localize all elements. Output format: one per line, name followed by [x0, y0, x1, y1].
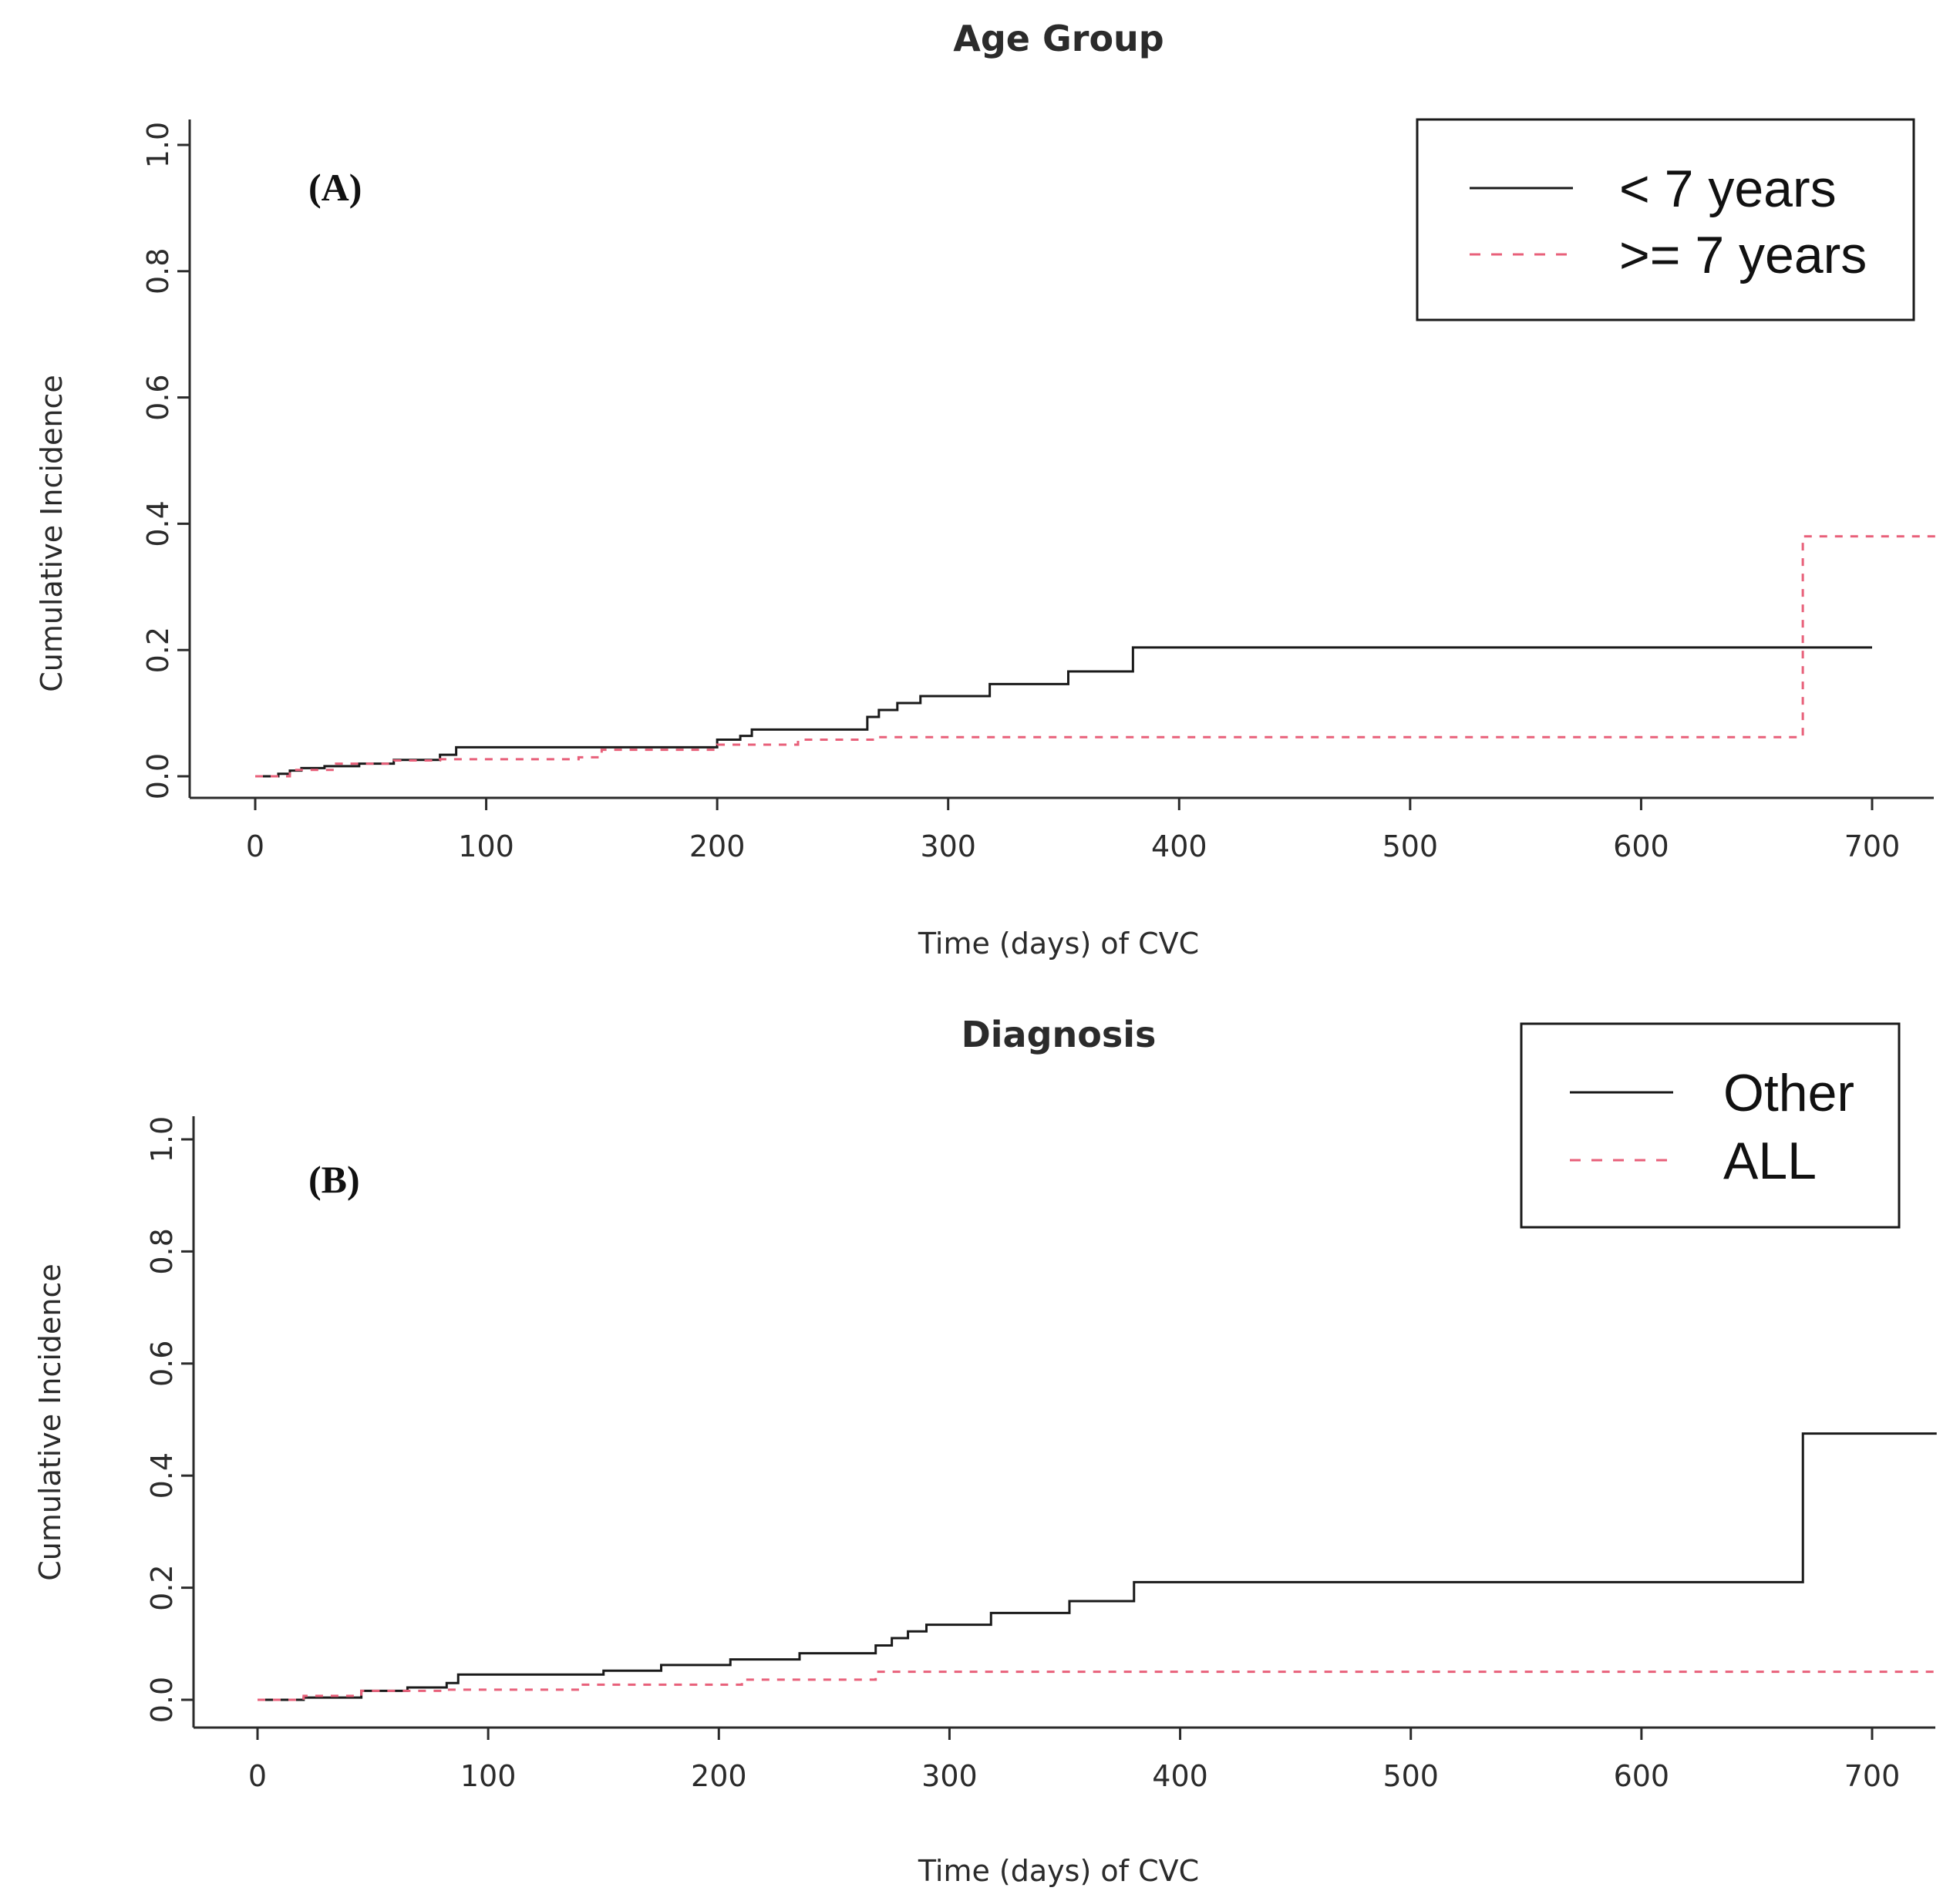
x-tick-label: 200: [689, 829, 746, 863]
y-tick-label: 0.4: [141, 500, 175, 547]
panel-label-open: (: [308, 1158, 322, 1201]
y-axis-label: Cumulative Incidence: [35, 375, 69, 692]
chart-panel-a: Age Group (A) 0.0 0.2 0.4 0.6 0.8 1.0 0 100 200…: [35, 18, 1937, 961]
x-ticks: 0 100 200 300 400 500 600 700: [248, 1728, 1900, 1793]
series-line-0: [258, 1432, 1937, 1701]
y-tick-label: 0.4: [145, 1452, 179, 1499]
x-tick-label: 400: [1151, 829, 1207, 863]
panel-label: (A): [308, 166, 362, 209]
series-group: [258, 1432, 1937, 1701]
chart-title: Diagnosis: [961, 1014, 1157, 1055]
panel-label-open: (: [308, 166, 322, 209]
x-tick-label: 0: [248, 1759, 267, 1793]
legend: Other ALL: [1520, 1022, 1901, 1229]
x-tick-label: 400: [1152, 1759, 1208, 1793]
series-line-1: [258, 1671, 1937, 1701]
y-tick-label: 1.0: [141, 122, 175, 168]
legend-label-1: ALL: [1723, 1132, 1817, 1190]
panel-label-close: ): [349, 166, 362, 209]
x-tick-label: 100: [458, 829, 514, 863]
y-tick-label: 0.6: [145, 1341, 179, 1387]
y-tick-label: 0.8: [145, 1228, 179, 1274]
y-tick-label: 0.0: [141, 753, 175, 799]
series-line-0: [255, 646, 1872, 778]
x-tick-label: 500: [1382, 1759, 1439, 1793]
x-tick-label: 700: [1844, 1759, 1901, 1793]
chart-panel-b: Diagnosis (B) 0.0 0.2 0.4 0.6 0.8 1.0 0 100 200…: [33, 1014, 1937, 1888]
legend-label-0: < 7 years: [1619, 160, 1837, 218]
x-tick-label: 500: [1382, 829, 1439, 863]
x-tick-label: 600: [1613, 829, 1669, 863]
y-ticks: 0.0 0.2 0.4 0.6 0.8 1.0: [145, 1116, 194, 1723]
y-tick-label: 0.8: [141, 248, 175, 294]
y-ticks: 0.0 0.2 0.4 0.6 0.8 1.0: [141, 122, 190, 799]
panel-label-close: ): [347, 1158, 360, 1201]
x-tick-label: 300: [921, 1759, 978, 1793]
series-group: [255, 535, 1937, 778]
legend-box: [1520, 1022, 1901, 1229]
x-axis-label: Time (days) of CVC: [918, 1854, 1199, 1888]
x-ticks: 0 100 200 300 400 500 600 700: [246, 798, 1900, 863]
legend: < 7 years >= 7 years: [1416, 118, 1915, 321]
chart-title: Age Group: [953, 18, 1164, 59]
y-axis-label: Cumulative Incidence: [33, 1263, 67, 1581]
y-tick-label: 0.6: [141, 374, 175, 420]
x-axis-label: Time (days) of CVC: [918, 927, 1199, 961]
y-tick-label: 0.2: [141, 627, 175, 673]
x-tick-label: 700: [1844, 829, 1901, 863]
x-tick-label: 100: [460, 1759, 517, 1793]
y-tick-label: 1.0: [145, 1116, 179, 1162]
panel-label-letter: A: [322, 166, 349, 209]
x-tick-label: 200: [691, 1759, 747, 1793]
x-tick-label: 600: [1614, 1759, 1670, 1793]
legend-box: [1416, 118, 1915, 321]
legend-label-0: Other: [1723, 1064, 1854, 1122]
legend-label-1: >= 7 years: [1619, 226, 1867, 284]
panel-label: (B): [308, 1158, 360, 1201]
series-line-1: [255, 535, 1937, 778]
x-tick-label: 300: [920, 829, 976, 863]
panel-label-letter: B: [322, 1158, 347, 1201]
y-tick-label: 0.2: [145, 1564, 179, 1610]
x-tick-label: 0: [246, 829, 264, 863]
y-tick-label: 0.0: [145, 1677, 179, 1723]
